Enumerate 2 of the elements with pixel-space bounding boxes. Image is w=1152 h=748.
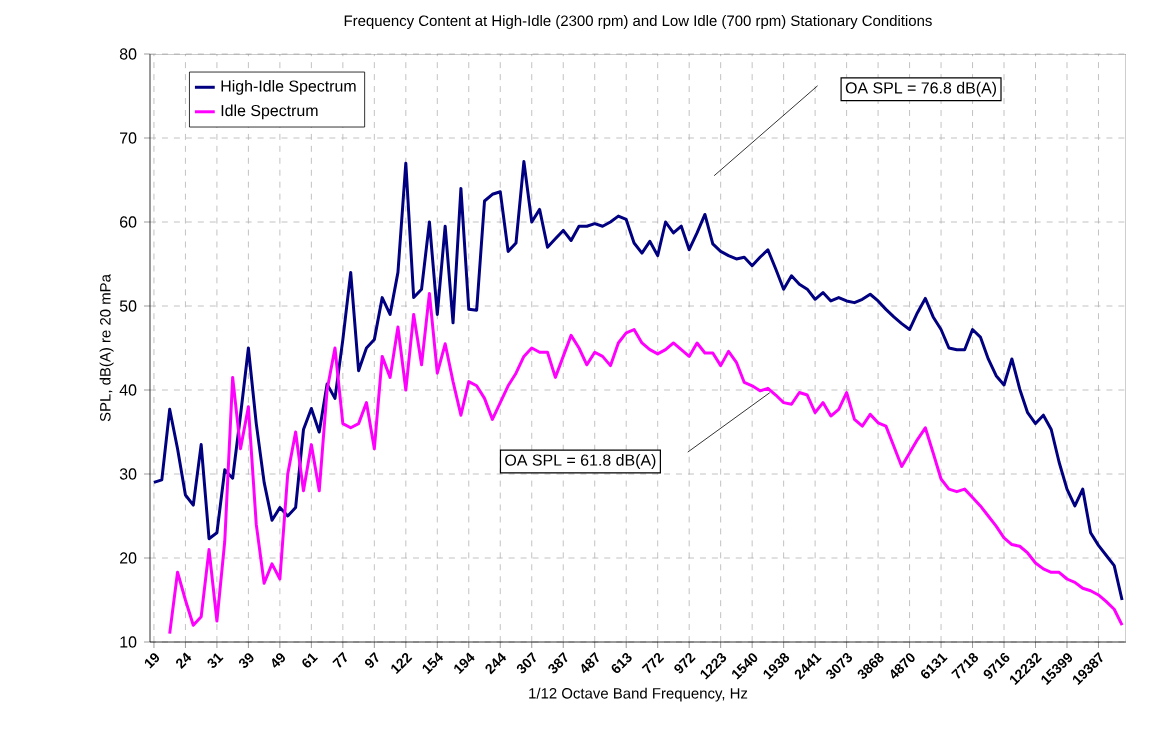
line-series [152,160,1124,602]
line-series [168,291,1124,636]
